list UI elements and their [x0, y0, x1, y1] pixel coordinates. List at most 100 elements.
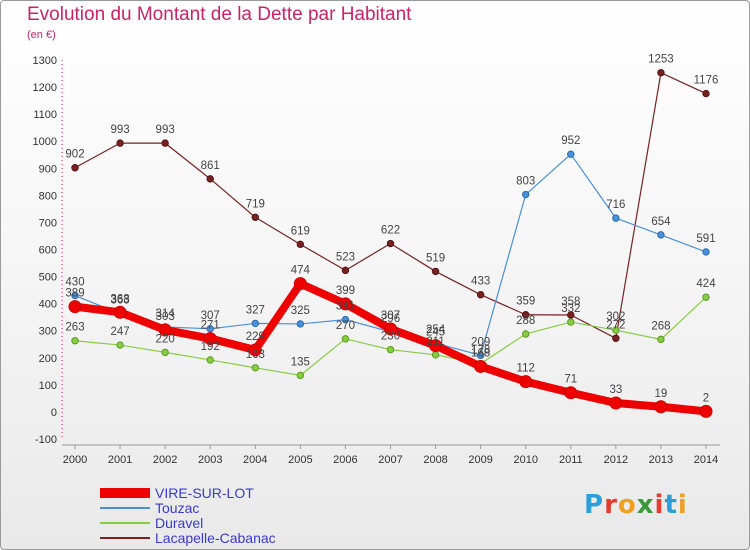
data-point [702, 293, 710, 301]
data-labels-layer: 902 993 993 861 719 619 523 622 519 433 359 358 272 1… [65, 54, 718, 405]
data-label: 591 [696, 233, 715, 245]
data-label: 288 [516, 315, 535, 327]
data-point [296, 320, 305, 328]
data-point [567, 311, 575, 319]
legend-label: VIRE-SUR-LOT [155, 485, 254, 501]
data-label: 263 [65, 322, 84, 334]
data-point [338, 297, 352, 311]
data-point [474, 359, 488, 373]
data-label: 719 [246, 198, 265, 210]
data-label: 399 [336, 285, 355, 297]
data-point [657, 231, 665, 239]
data-point [522, 190, 530, 199]
x-tick-label: 2010 [513, 454, 537, 466]
data-label: 220 [156, 333, 175, 345]
y-tick-label: 100 [39, 380, 57, 392]
x-tick-label: 2012 [604, 454, 628, 466]
data-point [71, 337, 79, 345]
x-tick-label: 2001 [108, 454, 132, 466]
logo-letter: r [604, 490, 618, 520]
data-label: 619 [291, 225, 310, 237]
data-point [158, 323, 172, 337]
data-point [296, 240, 305, 249]
legend-swatch [100, 488, 150, 498]
data-label: 307 [381, 310, 400, 322]
x-tick-label: 2002 [153, 454, 177, 466]
data-label: 33 [609, 384, 622, 396]
data-label: 1253 [648, 54, 674, 66]
proxiti-logo: Proxiti [584, 490, 688, 520]
data-point [386, 239, 395, 248]
data-point [68, 300, 82, 314]
data-point [702, 248, 710, 256]
y-tick-label: 200 [39, 353, 57, 365]
data-label: 430 [65, 277, 84, 289]
data-label: 861 [201, 160, 220, 172]
y-tick-label: 1100 [33, 109, 57, 121]
data-label: 270 [336, 320, 355, 332]
data-label: 803 [516, 176, 535, 188]
data-label: 474 [291, 265, 311, 277]
x-tick-label: 2011 [559, 454, 583, 466]
data-label: 654 [651, 216, 671, 228]
data-point [206, 356, 214, 364]
x-tick-label: 2006 [333, 454, 357, 466]
data-label: 112 [517, 363, 535, 375]
data-label: 368 [110, 293, 129, 305]
x-tick-label: 2003 [198, 454, 222, 466]
data-point [116, 139, 124, 147]
data-label: 178 [471, 345, 490, 357]
x-tick-label: 2009 [468, 454, 492, 466]
data-label: 341 [336, 301, 355, 313]
data-point [206, 175, 214, 183]
data-label: 272 [606, 319, 625, 331]
data-point [702, 89, 710, 98]
data-label: 993 [156, 124, 175, 136]
data-point [206, 325, 214, 333]
data-point [113, 305, 127, 319]
data-label: 19 [655, 388, 668, 400]
data-point [293, 277, 307, 291]
data-label: 303 [156, 311, 175, 323]
data-point [429, 339, 443, 353]
data-point [612, 214, 620, 222]
logo-letter: x [636, 490, 655, 520]
y-tick-label: 800 [39, 190, 57, 202]
data-point [161, 348, 169, 357]
y-tick-label: 300 [39, 326, 57, 338]
data-label: 254 [426, 324, 446, 336]
data-point [384, 322, 397, 336]
legend-swatch [100, 507, 150, 509]
y-tick-label: 500 [39, 272, 57, 284]
x-tick-label: 2007 [378, 454, 402, 466]
chart-axes: -100 0 100 200 300 400 500 600 700 800 900 1000 1100… [33, 55, 720, 466]
legend-swatch [100, 537, 150, 539]
data-point [657, 335, 665, 344]
x-tick-label: 2000 [63, 454, 87, 466]
data-point [657, 69, 665, 77]
data-label: 433 [471, 276, 490, 288]
data-point [341, 315, 350, 324]
chart-unit: (en €) [27, 29, 56, 41]
data-label: 389 [65, 288, 84, 300]
data-point [522, 330, 530, 338]
data-label: 296 [381, 313, 400, 325]
data-label: 325 [291, 305, 310, 317]
data-point [564, 386, 578, 400]
data-label: 327 [246, 304, 265, 316]
data-point [203, 332, 217, 346]
data-label: 302 [606, 311, 625, 323]
logo-letter: i [677, 490, 688, 520]
data-label: 2 [703, 392, 709, 404]
data-label: 229 [246, 331, 265, 343]
series-layer [68, 69, 713, 418]
data-label: 268 [651, 320, 670, 332]
data-label: 211 [426, 336, 444, 348]
x-tick-label: 2005 [288, 454, 312, 466]
data-point [612, 334, 620, 342]
data-label: 519 [426, 252, 445, 264]
y-tick-label: 400 [39, 299, 57, 311]
x-tick-label: 2013 [649, 454, 673, 466]
legend-label: Duravel [155, 515, 204, 531]
